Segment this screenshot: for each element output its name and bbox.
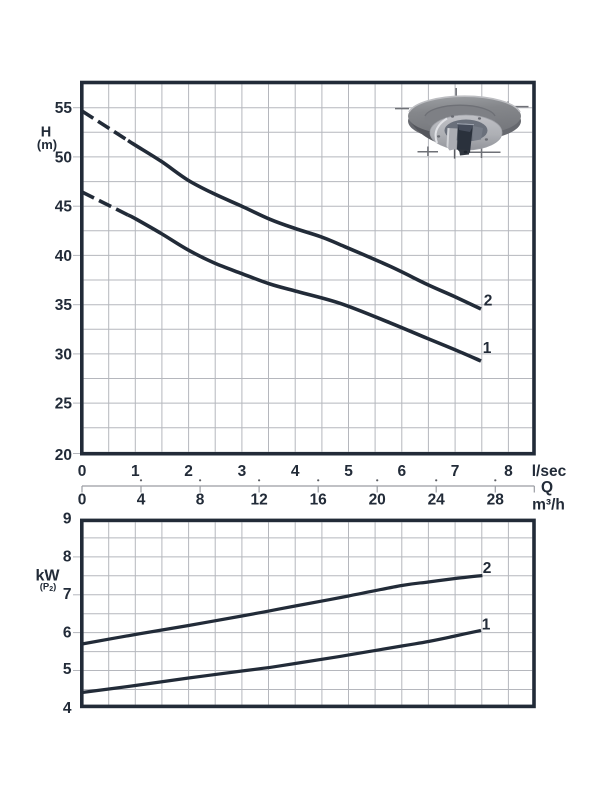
svg-text:0: 0 <box>78 492 87 509</box>
svg-text:2: 2 <box>184 463 193 480</box>
svg-text:(m): (m) <box>37 137 57 152</box>
svg-text:(P2): (P2) <box>40 581 57 593</box>
svg-text:12: 12 <box>250 492 267 509</box>
svg-text:m³/h: m³/h <box>532 497 565 514</box>
svg-text:45: 45 <box>55 199 73 216</box>
svg-text:24: 24 <box>428 492 446 509</box>
svg-text:28: 28 <box>487 492 505 509</box>
svg-text:6: 6 <box>63 624 72 641</box>
svg-text:40: 40 <box>55 248 72 265</box>
svg-text:Q: Q <box>541 479 553 496</box>
svg-text:8: 8 <box>504 463 513 480</box>
svg-text:7: 7 <box>451 463 460 480</box>
svg-text:7: 7 <box>63 586 72 603</box>
svg-text:4: 4 <box>63 700 72 717</box>
svg-text:3: 3 <box>238 463 247 480</box>
svg-text:20: 20 <box>369 492 386 509</box>
svg-text:50: 50 <box>55 149 72 166</box>
svg-text:8: 8 <box>196 492 205 509</box>
svg-text:1: 1 <box>483 340 492 357</box>
svg-text:16: 16 <box>310 492 328 509</box>
svg-text:30: 30 <box>55 346 72 363</box>
svg-text:55: 55 <box>55 100 73 117</box>
svg-text:6: 6 <box>397 463 406 480</box>
svg-text:8: 8 <box>63 548 72 565</box>
svg-text:35: 35 <box>55 297 73 314</box>
svg-text:5: 5 <box>344 463 353 480</box>
svg-text:5: 5 <box>63 661 72 678</box>
svg-text:kW: kW <box>36 568 61 585</box>
svg-text:4: 4 <box>137 492 146 509</box>
svg-text:25: 25 <box>55 396 73 413</box>
svg-text:20: 20 <box>55 447 72 464</box>
svg-text:1: 1 <box>131 463 140 480</box>
svg-text:H: H <box>41 125 51 141</box>
svg-text:0: 0 <box>78 463 87 480</box>
svg-text:l/sec: l/sec <box>532 463 567 480</box>
svg-text:9: 9 <box>63 511 72 528</box>
svg-text:2: 2 <box>483 560 492 577</box>
svg-text:4: 4 <box>291 463 300 480</box>
svg-text:2: 2 <box>484 292 493 309</box>
svg-text:1: 1 <box>482 617 491 634</box>
